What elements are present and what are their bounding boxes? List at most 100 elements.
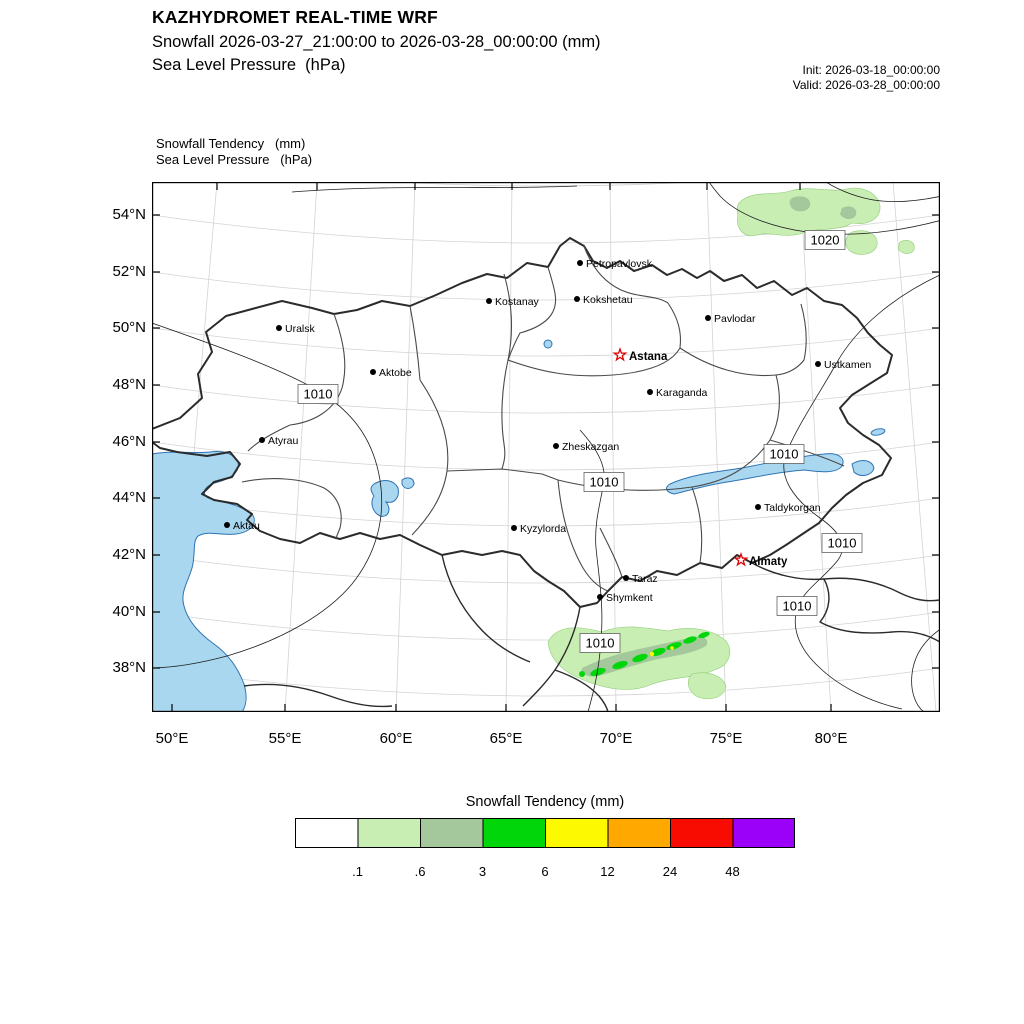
colorbar-tick-labels: .1 .6 3 6 12 24 48 xyxy=(295,864,795,884)
city-dot xyxy=(623,575,629,581)
city: Shymkent xyxy=(597,592,653,604)
axis-ticks xyxy=(152,182,940,712)
x-tick-label: 75°E xyxy=(709,730,743,747)
capital-label: Almaty xyxy=(749,556,788,568)
pressure-label: 1010 xyxy=(776,596,818,616)
x-axis-labels: 50°E 55°E 60°E 65°E 70°E 75°E 80°E xyxy=(152,730,940,752)
colorbar-tick-label: 48 xyxy=(725,864,740,879)
city-label: Kostanay xyxy=(495,296,540,308)
x-tick-label: 60°E xyxy=(379,730,413,747)
city: Zheskazgan xyxy=(553,441,619,453)
city: Ustkamen xyxy=(815,359,871,371)
city-dot xyxy=(577,260,583,266)
colorbar-segment xyxy=(295,818,359,848)
colorbar-segment xyxy=(607,818,671,848)
y-tick-label: 42°N xyxy=(112,546,146,563)
svg-text:1010: 1010 xyxy=(770,447,799,462)
city-dot xyxy=(815,361,821,367)
capital-astana: Astana xyxy=(613,348,668,363)
svg-text:1010: 1010 xyxy=(590,475,619,490)
city-dot xyxy=(647,389,653,395)
colorbar-segment xyxy=(482,818,546,848)
pressure-label: 1010 xyxy=(579,633,621,653)
city: Aktobe xyxy=(370,367,412,379)
y-tick-label: 48°N xyxy=(112,376,146,393)
map-frame xyxy=(152,182,940,712)
svg-text:1010: 1010 xyxy=(304,387,333,402)
colorbar-segment xyxy=(420,818,484,848)
city-label: Kokshetau xyxy=(583,294,633,306)
city-label: Aktobe xyxy=(379,367,412,379)
city-dot xyxy=(486,298,492,304)
city-label: Aktau xyxy=(233,520,260,532)
colorbar-tick-label: 24 xyxy=(662,864,678,879)
colorbar-segment xyxy=(545,818,609,848)
city-dot xyxy=(511,525,517,531)
city: Taldykorgan xyxy=(755,502,821,514)
graticule xyxy=(152,182,940,712)
init-time: Init: 2026-03-18_00:00:00 xyxy=(802,63,940,77)
city-dot xyxy=(705,315,711,321)
neighbor-border xyxy=(243,683,393,708)
city-label: Ustkamen xyxy=(824,359,871,371)
colorbar-segment xyxy=(670,818,734,848)
colorbar-segment xyxy=(357,818,421,848)
capitals: Astana Almaty xyxy=(613,348,788,568)
city-dot xyxy=(224,522,230,528)
subtitle-snowfall: Snowfall 2026-03-27_21:00:00 to 2026-03-… xyxy=(152,33,601,51)
y-tick-label: 46°N xyxy=(112,433,146,450)
legend-snowfall: Snowfall Tendency (mm) xyxy=(156,136,306,151)
run-info: Init: 2026-03-18_00:00:00 Valid: 2026-03… xyxy=(793,63,940,93)
svg-text:1010: 1010 xyxy=(586,636,615,651)
svg-text:1020: 1020 xyxy=(811,233,840,248)
city-dot xyxy=(370,369,376,375)
city: Petropavlovsk xyxy=(577,258,653,270)
x-tick-label: 50°E xyxy=(155,730,189,747)
neighbor-border xyxy=(751,562,940,602)
pressure-labels: 1020 1010 1010 1010 1010 1010 1010 xyxy=(297,230,863,653)
caspian-sea xyxy=(152,451,255,712)
aral-sea xyxy=(370,480,399,517)
city-label: Kyzylorda xyxy=(520,523,566,535)
pressure-label: 1020 xyxy=(804,230,846,250)
city: Kostanay xyxy=(486,296,540,308)
city: Karaganda xyxy=(647,387,708,399)
city-label: Taraz xyxy=(632,573,658,585)
oblast-borders xyxy=(241,245,845,592)
capital-almaty: Almaty xyxy=(734,553,788,568)
svg-text:1010: 1010 xyxy=(828,536,857,551)
y-axis-labels: 54°N 52°N 50°N 48°N 46°N 44°N 42°N 40°N … xyxy=(86,182,146,712)
city-label: Shymkent xyxy=(606,592,653,604)
city-dot xyxy=(574,296,580,302)
lake-alakol xyxy=(851,460,875,476)
legend-pressure: Sea Level Pressure (hPa) xyxy=(156,152,313,167)
svg-text:1010: 1010 xyxy=(783,599,812,614)
map-legend: Snowfall Tendency (mm) Sea Level Pressur… xyxy=(156,136,312,168)
city-dot xyxy=(259,437,265,443)
city-label: Atyrau xyxy=(268,435,299,447)
pressure-contours xyxy=(152,182,940,712)
city: Uralsk xyxy=(276,323,316,335)
neighbor-border xyxy=(441,554,531,663)
pressure-label: 1010 xyxy=(297,384,339,404)
city-label: Taldykorgan xyxy=(764,502,821,514)
city: Taraz xyxy=(623,573,658,585)
cities: Petropavlovsk Kostanay Kokshetau Pavloda… xyxy=(224,258,871,604)
y-tick-label: 52°N xyxy=(112,263,146,280)
colorbar-segment xyxy=(732,818,795,848)
colorbar-title: Snowfall Tendency (mm) xyxy=(465,794,625,810)
kazakhstan-border xyxy=(152,237,893,608)
snowfall-heavy-areas xyxy=(649,646,674,657)
x-tick-label: 80°E xyxy=(814,730,848,747)
capital-label: Astana xyxy=(629,351,668,363)
country-borders xyxy=(152,237,940,712)
small-lake xyxy=(401,477,415,489)
valid-time: Valid: 2026-03-28_00:00:00 xyxy=(792,78,940,92)
city: Aktau xyxy=(224,520,260,532)
y-tick-label: 54°N xyxy=(112,206,146,223)
pressure-label: 1010 xyxy=(821,533,863,553)
subtitle-pressure: Sea Level Pressure (hPa) xyxy=(152,56,346,74)
neighbor-border xyxy=(819,578,940,643)
capital-star-icon xyxy=(613,348,627,361)
lake-zaysan xyxy=(870,428,886,436)
